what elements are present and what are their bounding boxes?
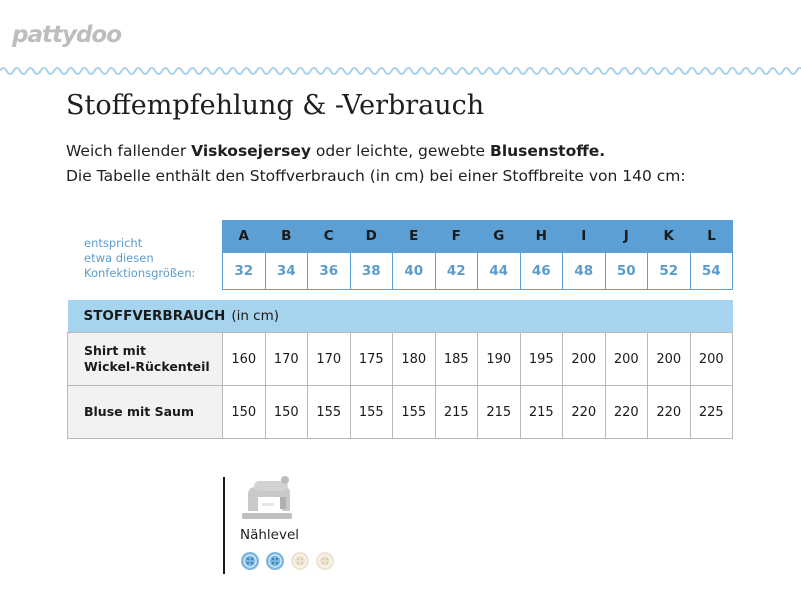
size-letter-cell: F: [434, 220, 478, 253]
level-divider: [223, 477, 225, 574]
fabric-value-cell: 160: [222, 332, 266, 386]
fabric-value-cell: 200: [604, 332, 648, 386]
size-number-cell: 44: [477, 252, 521, 290]
level-button-filled-icon: [266, 552, 284, 570]
intro-line-2: Die Tabelle enthält den Stoffverbrauch (…: [66, 167, 686, 185]
size-letter-cell: K: [647, 220, 690, 253]
size-number-cell: 52: [647, 252, 691, 290]
fabric-row-label: Shirt mit Wickel-Rückenteil: [67, 332, 223, 386]
size-letter-cell: B: [264, 220, 308, 253]
fabric-value-cell: 200: [647, 332, 691, 386]
level-button-filled-icon: [241, 552, 259, 570]
fabric-value-cell: 220: [604, 385, 648, 439]
fabric-value-cell: 215: [477, 385, 521, 439]
fabric-value-cell: 170: [264, 332, 308, 386]
fabric-type-viskosejersey: Viskosejersey: [191, 142, 311, 160]
fabric-row-label-line: Wickel-Rückenteil: [84, 359, 210, 374]
intro-text-part: Weich fallender: [66, 142, 192, 160]
intro-text-part: oder leichte, gewebte: [311, 142, 491, 160]
page-title: Stoffempfehlung & -Verbrauch: [66, 90, 485, 121]
fabric-value-cell: 215: [519, 385, 563, 439]
size-label-line: etwa diesen: [84, 251, 154, 265]
level-button-empty-icon: [291, 552, 309, 570]
intro-text: Weich fallender Viskosejersey oder leich…: [66, 139, 686, 189]
level-label: Nählevel: [240, 527, 300, 543]
fabric-value-cell: 220: [562, 385, 606, 439]
fabric-type-blusenstoffe: Blusenstoffe.: [490, 142, 606, 160]
fabric-value-cell: 185: [434, 332, 478, 386]
fabric-header-row: STOFFVERBRAUCH (in cm): [67, 300, 733, 333]
fabric-header-title: STOFFVERBRAUCH: [83, 308, 226, 324]
fabric-row-label: Bluse mit Saum: [67, 385, 223, 439]
logo: pattydoo: [12, 22, 122, 48]
level-indicator: [240, 551, 335, 571]
fabric-value-cell: 225: [689, 385, 733, 439]
size-number-cell: 34: [264, 252, 308, 290]
fabric-value-cell: 220: [647, 385, 691, 439]
size-letter-cell: C: [307, 220, 350, 253]
size-letter-cell: L: [689, 220, 733, 253]
fabric-header: STOFFVERBRAUCH (in cm): [67, 300, 733, 333]
fabric-value-cell: 170: [307, 332, 351, 386]
fabric-row-label-line: Shirt mit: [84, 343, 146, 358]
fabric-value-cell: 150: [264, 385, 308, 439]
intro-line-1: Weich fallender Viskosejersey oder leich…: [66, 139, 686, 164]
fabric-value-cell: 180: [392, 332, 436, 386]
fabric-row: Shirt mit Wickel-Rückenteil 160 170 170 175 18…: [67, 332, 733, 386]
size-number-cell: 32: [222, 252, 266, 290]
fabric-usage-table: STOFFVERBRAUCH (in cm) Shirt mit Wickel-Rü…: [67, 300, 733, 439]
size-label: entspricht etwa diesen Konfektionsgrößen…: [84, 236, 224, 281]
fabric-value-cell: 200: [689, 332, 733, 386]
fabric-header-unit: (in cm): [231, 308, 280, 324]
fabric-row: Bluse mit Saum 150 150 155 155 155 215 215 215 22…: [67, 385, 733, 439]
fabric-value-cell: 215: [434, 385, 478, 439]
size-number-cell: 40: [392, 252, 436, 290]
fabric-value-cell: 150: [222, 385, 266, 439]
fabric-value-cell: 200: [562, 332, 606, 386]
level-button-empty-icon: [316, 552, 334, 570]
fabric-value-cell: 195: [519, 332, 563, 386]
sewing-machine-icon: [242, 476, 292, 519]
fabric-row-label-line: Bluse mit Saum: [84, 404, 194, 419]
size-letter-cell: J: [604, 220, 648, 253]
fabric-value-cell: 155: [307, 385, 351, 439]
fabric-value-cell: 155: [349, 385, 393, 439]
size-number-cell: 38: [349, 252, 393, 290]
size-label-line: Konfektionsgrößen:: [84, 266, 196, 280]
size-number-cell: 54: [689, 252, 733, 290]
fabric-value-cell: 175: [349, 332, 393, 386]
size-number-cell: 42: [434, 252, 478, 290]
size-letter-cell: I: [562, 220, 605, 253]
size-letter-cell: G: [477, 220, 520, 253]
size-number-cell: 46: [519, 252, 563, 290]
size-label-line: entspricht: [84, 236, 143, 250]
size-letter-cell: H: [519, 220, 563, 253]
size-number-cell: 48: [562, 252, 606, 290]
size-letter-cell: D: [349, 220, 393, 253]
size-number-cell: 50: [604, 252, 648, 290]
size-letter-cell: A: [222, 220, 265, 253]
wave-divider: [0, 67, 801, 75]
size-letter-cell: E: [392, 220, 435, 253]
fabric-value-cell: 155: [392, 385, 436, 439]
size-number-cell: 36: [307, 252, 351, 290]
fabric-value-cell: 190: [477, 332, 521, 386]
size-number-row: 32 34 36 38 40 42 44 46 48 50 52 54: [222, 252, 733, 290]
